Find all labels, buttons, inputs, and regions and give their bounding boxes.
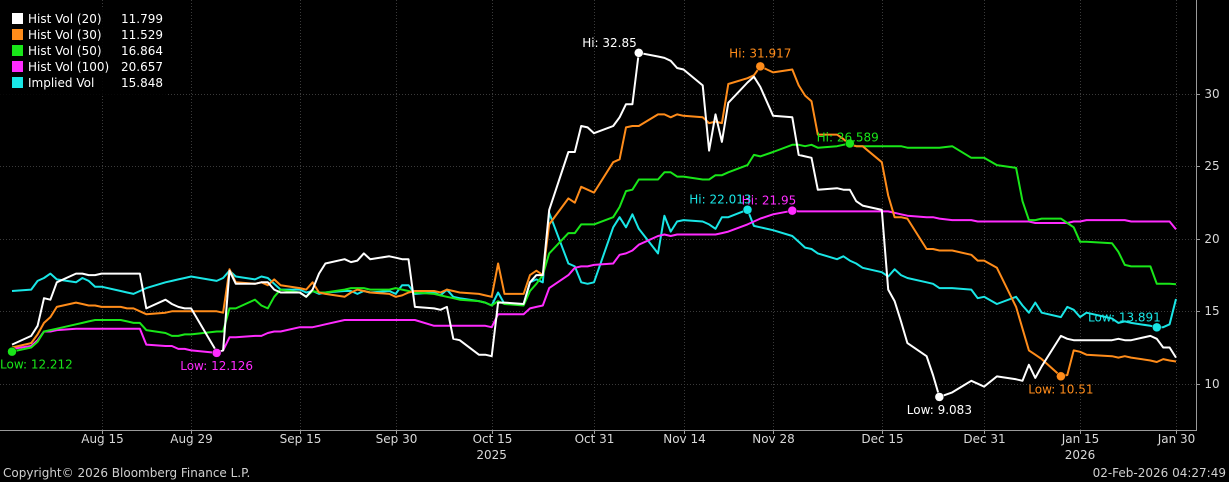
annotation-label: Low: 12.126 [180,359,253,373]
footer: Copyright© 2026 Bloomberg Finance L.P. 0… [3,466,1226,480]
y-tick-label: 25 [1204,159,1219,173]
annotation-marker [7,346,17,357]
annotation-label: Low: 12.212 [0,358,73,372]
annotation-label: Hi: 32.85 [582,36,637,50]
annotation-marker [1152,322,1162,333]
x-tick-label: Aug 29 [170,432,213,446]
y-tick-label: 10 [1204,377,1219,391]
legend-series-value: 16.864 [121,44,163,58]
legend-series-value: 20.657 [121,60,163,74]
x-tick-label: Dec 31 [963,432,1005,446]
legend-series-value: 11.799 [121,12,163,26]
y-tick-label: 15 [1204,304,1219,318]
series-line-hist-vol-20 [11,51,1177,398]
x-tick-label: Aug 15 [81,432,124,446]
timestamp-text: 02-Feb-2026 04:27:49 [1093,466,1226,480]
annotation-marker [934,392,945,402]
grid [0,0,1196,430]
legend-series-name: Hist Vol (50) [28,44,102,58]
series-line-implied-vol [11,208,1177,329]
legend-series-name: Hist Vol (20) [28,12,102,26]
legend-swatch [12,77,23,88]
x-tick-label: Sep 30 [376,432,418,446]
annotation-marker [742,204,753,215]
annotation-label: Hi: 21.95 [742,194,797,208]
annotation-marker [755,61,766,72]
legend-swatch [12,61,23,72]
legend-series-name: Hist Vol (30) [28,28,102,42]
y-tick-label: 30 [1204,87,1219,101]
legend: Hist Vol (20) 11.799 Hist Vol (30) 11.529 Hi… [0,8,167,96]
legend-series-name: Hist Vol (100) [28,60,109,74]
x-year-label: 2026 [1065,448,1096,462]
annotation-label: Low: 9.083 [907,403,972,417]
series-line-hist-vol-50 [11,142,1177,353]
copyright-text: Copyright© 2026 Bloomberg Finance L.P. [3,466,250,480]
annotation-marker [634,48,644,58]
legend-swatch [12,45,23,56]
x-tick-label: Oct 15 [473,432,513,446]
x-tick-label: Jan 30 [1157,432,1196,446]
x-tick-label: Nov 28 [752,432,795,446]
x-tick-label: Dec 15 [861,432,903,446]
legend-series-value: 15.848 [121,76,163,90]
x-tick-label: Jan 15 [1061,432,1100,446]
annotation-marker [1056,371,1066,382]
annotation-label: Hi: 31.917 [729,46,791,60]
legend-series-value: 11.529 [121,28,163,42]
hi-low-annotations: Hi: 32.85 Low: 9.083 Hi: 31.917 Low: 10.51 H… [0,36,1162,417]
legend-swatch [12,13,23,24]
legend-series-name: Implied Vol [28,76,94,90]
series-line-hist-vol-30 [11,65,1177,378]
annotation-label: Low: 10.51 [1028,382,1093,396]
x-year-label: 2025 [476,448,507,462]
annotation-label: Low: 13.891 [1088,310,1161,324]
annotation-marker [845,138,855,149]
annotation-label: Hi: 22.013 [689,193,751,207]
x-tick-label: Sep 15 [280,432,322,446]
legend-background [0,8,167,96]
y-tick-label: 20 [1204,232,1219,246]
annotation-marker [787,205,798,216]
annotation-label: Hi: 26.589 [817,130,879,144]
x-tick-label: Nov 14 [663,432,706,446]
annotation-marker [211,348,222,358]
x-tick-label: Oct 31 [575,432,615,446]
legend-swatch [12,29,23,40]
